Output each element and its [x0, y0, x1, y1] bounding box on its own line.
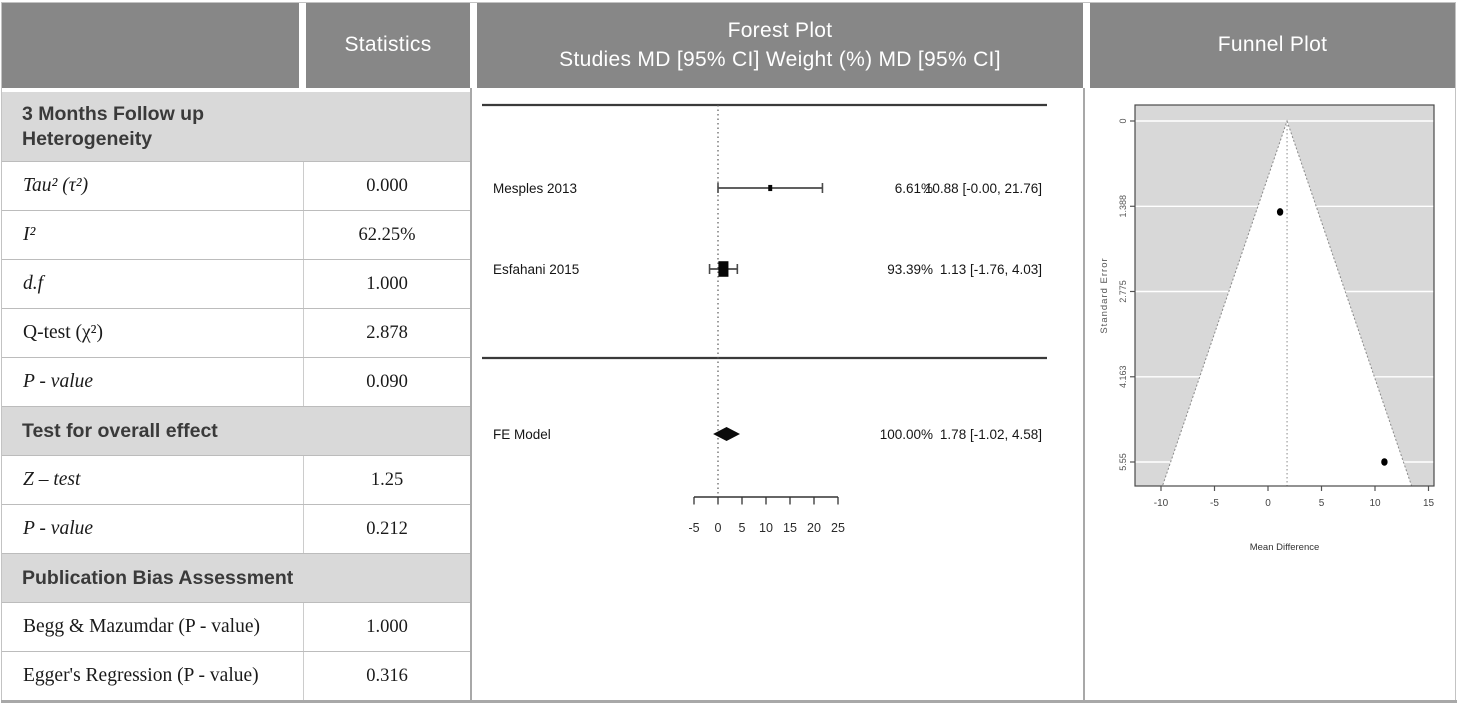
statistics-table: 3 Months Follow up Heterogeneity Tau² (τ… — [2, 92, 470, 701]
summary-label: FE Model — [493, 427, 551, 442]
table-row-pvalue-het: P - value 0.090 — [2, 358, 470, 407]
stat-label: I² — [2, 211, 304, 259]
table-row-ztest: Z – test 1.25 — [2, 456, 470, 505]
funnel-y-axis-title: Standard Error — [1099, 257, 1110, 333]
funnel-y-tick-label: 2.775 — [1118, 280, 1128, 303]
funnel-y-tick-label: 1.388 — [1118, 195, 1128, 218]
funnel-point — [1276, 208, 1284, 216]
funnel-y-tick-label: 0 — [1118, 118, 1128, 123]
stat-label: P - value — [2, 358, 304, 406]
funnel-x-axis-title: Mean Difference — [1250, 542, 1320, 553]
study-estimate: 10.88 [-0.00, 21.76] — [925, 181, 1042, 196]
forest-plot-panel: -5 0 5 10 15 20 25 Mesples 2013 6.61% 10.88 [-0.0… — [470, 88, 1083, 702]
forest-x-tick-label: -5 — [688, 521, 699, 535]
forest-plot-svg: -5 0 5 10 15 20 25 Mesples 2013 6.61%10.88 [-0.0… — [482, 103, 1047, 535]
figure-bottom-rule — [1, 700, 1457, 703]
stat-label: Z – test — [2, 456, 304, 504]
panel-divider — [1083, 88, 1085, 702]
study-weight: 6.61% — [895, 181, 933, 196]
funnel-ci-region — [1161, 119, 1413, 487]
header-cell-forest-plot: Forest Plot Studies MD [95% CI] Weight (… — [477, 3, 1083, 88]
stat-label: Begg & Mazumdar (P - value) — [2, 603, 304, 651]
forest-plot-subtitle: Studies MD [95% CI] Weight (%) MD [95% C… — [559, 47, 1001, 71]
stat-label: Egger's Regression (P - value) — [2, 652, 304, 700]
forest-x-tick-label: 15 — [783, 521, 797, 535]
stat-value: 0.316 — [366, 665, 408, 686]
summary-diamond — [713, 427, 740, 441]
forest-x-tick-label: 0 — [715, 521, 722, 535]
study-point-square — [718, 261, 729, 277]
study-label: Esfahani 2015 — [493, 262, 579, 277]
stat-value: 1.25 — [370, 469, 404, 490]
table-row-pvalue-z: P - value 0.212 — [2, 505, 470, 554]
study-weight: 93.39% — [887, 262, 933, 277]
study-point-square — [768, 184, 773, 192]
stat-value: 0.090 — [366, 371, 408, 392]
forest-x-tick-label: 20 — [807, 521, 821, 535]
summary-weight: 100.00% — [880, 427, 933, 442]
section-title: 3 Months Follow up Heterogeneity — [22, 103, 204, 150]
stat-label: d.f — [2, 260, 304, 308]
funnel-y-tick-label: 5.55 — [1118, 453, 1128, 471]
forest-x-tick-label: 25 — [831, 521, 845, 535]
header-cell-funnel-plot: Funnel Plot — [1090, 3, 1455, 88]
funnel-x-tick-label: 0 — [1265, 498, 1271, 509]
funnel-plot-title: Funnel Plot — [1217, 33, 1328, 57]
study-label: Mesples 2013 — [493, 181, 577, 196]
section-header-publication-bias: Publication Bias Assessment — [2, 554, 470, 603]
funnel-plot-panel: 0 1.388 2.775 4.163 5.55 -10 -5 0 5 10 15 Standard … — [1083, 88, 1454, 702]
stat-value: 1.000 — [366, 616, 408, 637]
study-estimate: 1.13 [-1.76, 4.03] — [940, 262, 1042, 277]
stat-value: 0.000 — [366, 175, 408, 196]
funnel-plot-border — [1134, 104, 1435, 487]
funnel-x-tick-label: 10 — [1369, 498, 1381, 509]
table-row-begg: Begg & Mazumdar (P - value) 1.000 — [2, 603, 470, 652]
funnel-x-tick-label: 15 — [1423, 498, 1435, 509]
table-row-qtest: Q-test (χ²) 2.878 — [2, 309, 470, 358]
table-row-egger: Egger's Regression (P - value) 0.316 — [2, 652, 470, 701]
stat-value: 2.878 — [366, 322, 408, 343]
stat-value: 0.212 — [366, 518, 408, 539]
forest-x-tick-label: 10 — [759, 521, 773, 535]
table-row-df: d.f 1.000 — [2, 260, 470, 309]
stat-label: Q-test (χ²) — [2, 309, 304, 357]
section-header-overall-effect: Test for overall effect — [2, 407, 470, 456]
funnel-plot-svg: 0 1.388 2.775 4.163 5.55 -10 -5 0 5 10 15 Standard … — [1099, 104, 1435, 553]
funnel-y-tick-label: 4.163 — [1118, 366, 1128, 389]
funnel-x-tick-label: -10 — [1154, 498, 1169, 509]
section-header-heterogeneity: 3 Months Follow up Heterogeneity — [2, 92, 470, 162]
forest-plot-title: Forest Plot — [727, 19, 833, 43]
funnel-point — [1381, 458, 1388, 466]
panel-divider — [470, 88, 472, 702]
header-cell-empty — [2, 3, 299, 88]
statistics-header-label: Statistics — [344, 33, 432, 57]
table-row-tau2: Tau² (τ²) 0.000 — [2, 162, 470, 211]
table-row-i2: I² 62.25% — [2, 211, 470, 260]
stat-label: Tau² (τ²) — [2, 162, 304, 210]
forest-x-tick-label: 5 — [739, 521, 746, 535]
section-title: Publication Bias Assessment — [22, 566, 294, 589]
section-title: Test for overall effect — [22, 419, 218, 442]
stat-value: 1.000 — [366, 273, 408, 294]
funnel-x-tick-label: 5 — [1319, 498, 1325, 509]
header-cell-statistics: Statistics — [306, 3, 470, 88]
stat-value: 62.25% — [358, 224, 416, 245]
funnel-x-tick-label: -5 — [1210, 498, 1219, 509]
stat-label: P - value — [2, 505, 304, 553]
summary-estimate: 1.78 [-1.02, 4.58] — [940, 427, 1042, 442]
